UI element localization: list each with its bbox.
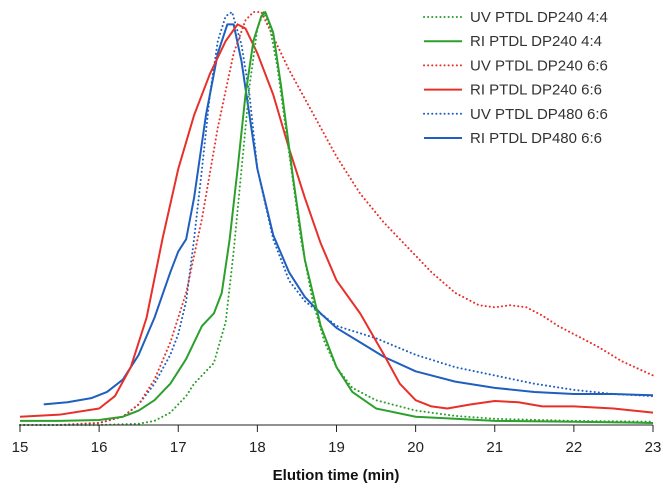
legend-item: RI PTDL DP240 4:4	[424, 33, 602, 50]
x-tick-label: 20	[407, 439, 424, 456]
legend: UV PTDL DP240 4:4 RI PTDL DP240 4:4 UV PTD…	[423, 9, 608, 147]
legend-label: UV PTDL DP480 6:6	[470, 106, 608, 123]
legend-item: RI PTDL DP240 6:6	[424, 82, 602, 99]
legend-label: RI PTDL DP480 6:6	[470, 130, 602, 147]
x-tick-label: 19	[328, 439, 345, 456]
series-line-5	[19, 11, 654, 426]
x-tick-label: 23	[645, 439, 662, 456]
legend-label: UV PTDL DP240 6:6	[470, 57, 608, 74]
series-layer	[19, 11, 654, 426]
legend-label: UV PTDL DP240 4:4	[470, 9, 608, 26]
x-tick-label: 18	[249, 439, 266, 456]
x-tick-label: 16	[91, 439, 108, 456]
plot-area: 15 16 17 18 19 20 21 22 23	[12, 11, 662, 456]
legend-item: UV PTDL DP240 4:4	[423, 9, 608, 26]
x-tick-label: 17	[170, 439, 187, 456]
legend-item: UV PTDL DP480 6:6	[423, 106, 608, 123]
x-tick-label: 21	[486, 439, 503, 456]
series-line-4	[19, 23, 654, 418]
x-tick-label: 15	[12, 439, 29, 456]
x-tick-label: 22	[566, 439, 583, 456]
legend-item: RI PTDL DP480 6:6	[424, 130, 602, 147]
x-ticks: 15 16 17 18 19 20 21 22 23	[12, 425, 662, 456]
x-axis-title: Elution time (min)	[273, 467, 400, 484]
series-line-2	[20, 11, 654, 424]
series-line-3	[19, 11, 654, 426]
series-line-1	[19, 11, 654, 426]
legend-label: RI PTDL DP240 4:4	[470, 33, 602, 50]
legend-item: UV PTDL DP240 6:6	[423, 57, 608, 74]
legend-label: RI PTDL DP240 6:6	[470, 82, 602, 99]
